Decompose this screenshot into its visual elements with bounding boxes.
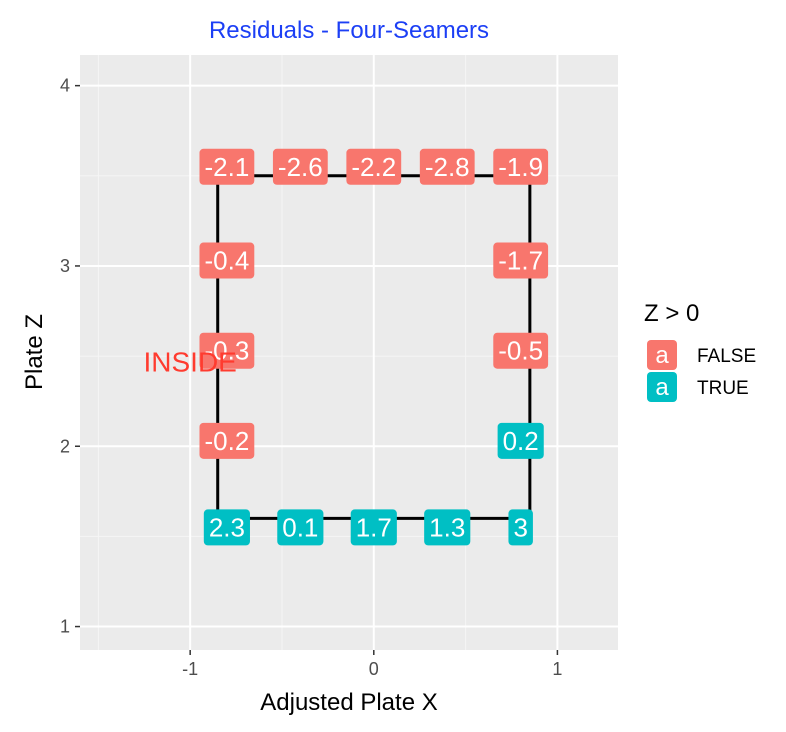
y-tick-label: 4: [60, 76, 70, 96]
x-tick-label: 0: [369, 659, 379, 679]
residual-value: -0.2: [204, 426, 249, 456]
residual-label-box: [203, 509, 250, 546]
residual-value: -2.2: [351, 152, 396, 182]
residual-label-box: [277, 509, 324, 546]
residual-value: -1.9: [498, 152, 543, 182]
legend-key-glyph: a: [655, 374, 669, 401]
residual-value: -0.3: [204, 336, 249, 366]
legend-key-glyph: a: [655, 342, 669, 369]
residual-value: -2.1: [204, 152, 249, 182]
residual-label: -2.8: [419, 148, 475, 185]
axis-ticks: -1 0 1 1 2 3 4: [60, 76, 562, 679]
residual-label: -0.2: [199, 422, 255, 459]
residual-label-box: [497, 422, 544, 459]
residual-label: -0.4: [199, 242, 255, 279]
y-tick-label: 3: [60, 256, 70, 276]
legend-entry: a TRUE: [647, 372, 749, 402]
residual-label: -0.5: [493, 332, 549, 369]
residual-value: -2.8: [425, 152, 470, 182]
legend-label: TRUE: [697, 378, 749, 399]
residual-label-box: [493, 242, 549, 279]
residual-label-box: [199, 422, 255, 459]
residual-value: -1.7: [498, 246, 543, 276]
residual-label: 1.3: [424, 509, 471, 546]
residual-label-box: [508, 509, 533, 546]
legend-entries: a FALSE a TRUE: [647, 340, 756, 402]
residual-value: -0.5: [498, 336, 543, 366]
residual-label: 3: [508, 509, 533, 546]
residual-labels: -2.1 -2.6 -2.2 -2.8 -1.9 -0.4 -1.7 -0.3 -0.5 -0.2…: [199, 148, 549, 546]
residual-value: -2.6: [278, 152, 323, 182]
residual-value: 2.3: [209, 512, 245, 542]
residual-label: -1.7: [493, 242, 549, 279]
y-axis-title: Plate Z: [21, 314, 48, 390]
x-tick-label: -1: [182, 659, 198, 679]
residual-label-box: [350, 509, 397, 546]
residual-value: 1.7: [356, 512, 392, 542]
residual-label: 0.1: [277, 509, 324, 546]
residual-label: -2.1: [199, 148, 255, 185]
residual-label-box: [199, 148, 255, 185]
residual-label: 0.2: [497, 422, 544, 459]
residual-label: -2.6: [272, 148, 328, 185]
residual-value: 1.3: [429, 512, 465, 542]
residual-value: -0.4: [204, 246, 249, 276]
y-tick-label: 2: [60, 436, 70, 456]
y-tick-label: 1: [60, 617, 70, 637]
legend-label: FALSE: [697, 346, 756, 367]
residual-label: -2.2: [346, 148, 402, 185]
residual-label: -0.3: [199, 332, 255, 369]
inside-annotation: INSIDE: [143, 347, 236, 378]
residual-value: 0.1: [282, 512, 318, 542]
legend-title: Z > 0: [644, 300, 699, 327]
residual-value: 3: [513, 512, 527, 542]
chart-title: Residuals - Four-Seamers: [209, 17, 489, 44]
residual-label: 1.7: [350, 509, 397, 546]
residual-value: 0.2: [503, 426, 539, 456]
residual-label-box: [493, 332, 549, 369]
legend: Z > 0 a FALSE a TRUE: [644, 300, 756, 402]
x-axis-title: Adjusted Plate X: [260, 689, 437, 716]
legend-key: [647, 372, 677, 402]
residual-label-box: [199, 242, 255, 279]
legend-key: [647, 340, 677, 370]
residual-label-box: [346, 148, 402, 185]
legend-entry: a FALSE: [647, 340, 756, 370]
residual-label-box: [272, 148, 328, 185]
residual-label: -1.9: [493, 148, 549, 185]
residual-label-box: [424, 509, 471, 546]
residual-label: 2.3: [203, 509, 250, 546]
residual-label-box: [419, 148, 475, 185]
x-tick-label: 1: [552, 659, 562, 679]
residual-label-box: [199, 332, 255, 369]
residual-label-box: [493, 148, 549, 185]
